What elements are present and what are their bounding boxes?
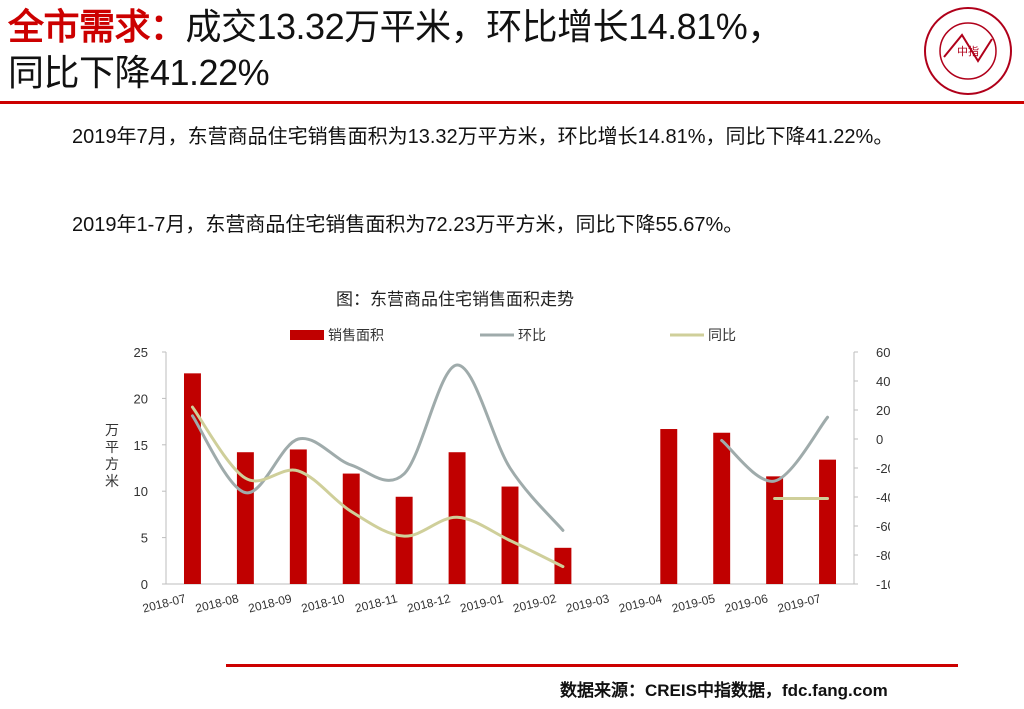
x-tick-label: 2019-01 (459, 591, 505, 615)
x-tick-label: 2018-10 (300, 591, 346, 615)
title-line2: 同比下降41.22% (8, 52, 270, 93)
paragraph-2: 2019年1-7月，东营商品住宅销售面积为72.23万平方米，同比下降55.67… (72, 214, 744, 236)
bar-2019-04 (660, 429, 678, 584)
x-tick-label: 2019-03 (564, 591, 610, 615)
y-axis-label: 万平方米 (105, 422, 119, 489)
line-环比 (190, 363, 565, 532)
line-同比 (190, 405, 565, 569)
sales-area-chart: 图：东营商品住宅销售面积走势 销售面积 环比 同比 0 5 10 15 20 25 -100 -8… (105, 290, 890, 616)
right-tick-label: -20 (876, 461, 890, 476)
right-tick-label: 20 (876, 403, 890, 418)
right-tick-label: -40 (876, 490, 890, 505)
logo-center-text: 中指 (957, 44, 979, 58)
legend-label-销售面积: 销售面积 (328, 327, 384, 343)
title-highlight: 全市需求： (8, 6, 186, 47)
right-tick-label: -80 (876, 548, 890, 563)
bar-2018-08 (236, 452, 254, 584)
x-tick-label: 2018-12 (406, 591, 452, 615)
left-tick-label: 0 (141, 577, 148, 592)
china-index-academy-logo: 中指 (924, 7, 1012, 95)
left-tick-label: 20 (134, 391, 148, 406)
chart-title: 图：东营商品住宅销售面积走势 (336, 290, 574, 309)
left-tick-label: 15 (134, 438, 148, 453)
x-tick-label: 2018-08 (194, 591, 240, 615)
page-title: 全市需求：成交13.32万平米，环比增长14.81%， 同比下降41.22% (8, 4, 908, 96)
chart-legend: 销售面积 环比 同比 (290, 327, 736, 343)
legend-swatch-销售面积 (290, 330, 324, 340)
right-tick-label: 40 (876, 374, 890, 389)
bar-2018-07 (183, 373, 201, 584)
bar-2019-07 (819, 459, 837, 584)
legend-label-同比: 同比 (708, 327, 736, 343)
right-tick-label: -100 (876, 577, 890, 592)
left-tick-label: 5 (141, 531, 148, 546)
x-tick-label: 2019-06 (723, 591, 769, 615)
header-divider (0, 101, 1024, 104)
legend-label-环比: 环比 (518, 327, 546, 343)
x-tick-label: 2018-07 (141, 591, 187, 615)
data-source: 数据来源：CREIS中指数据，fdc.fang.com (560, 681, 888, 700)
footer-divider (226, 664, 958, 667)
x-tick-label: 2019-07 (776, 591, 822, 615)
left-tick-label: 25 (134, 345, 148, 360)
bar-2018-11 (395, 496, 413, 584)
paragraph-1: 2019年7月，东营商品住宅销售面积为13.32万平方米，环比增长14.81%，… (72, 126, 894, 148)
bar-2019-01 (501, 486, 519, 584)
x-tick-label: 2018-09 (247, 591, 293, 615)
right-tick-label: 60 (876, 345, 890, 360)
line-环比 (720, 415, 830, 483)
x-tick-label: 2019-05 (670, 591, 716, 615)
x-tick-label: 2018-11 (354, 591, 400, 615)
x-tick-label: 2019-02 (512, 591, 558, 615)
x-tick-label: 2019-04 (617, 591, 663, 615)
right-tick-label: 0 (876, 432, 883, 447)
bar-2018-09 (289, 449, 307, 584)
bar-2019-06 (766, 476, 784, 584)
left-tick-label: 10 (134, 484, 148, 499)
chart-plot-area: 0510152025-100-80-60-40-200204060万平方米%20… (105, 345, 890, 616)
title-line1: 成交13.32万平米，环比增长14.81%， (185, 6, 784, 47)
right-tick-label: -60 (876, 519, 890, 534)
bar-2019-05 (713, 432, 731, 584)
bar-2018-10 (342, 473, 360, 584)
